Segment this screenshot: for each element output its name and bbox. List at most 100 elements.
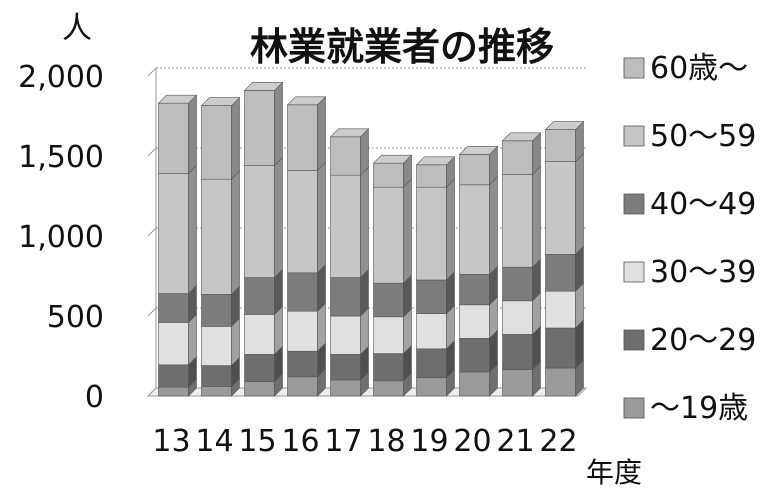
bar-segment xyxy=(545,254,576,292)
bar-segment xyxy=(244,165,275,278)
legend-label: ～19歳 xyxy=(650,391,748,426)
bar-segment xyxy=(459,304,490,339)
legend-label: 30～39 xyxy=(650,255,756,290)
bar-segment xyxy=(287,376,318,397)
bar-segment-side xyxy=(231,96,240,180)
bar-segment xyxy=(545,367,576,397)
bars xyxy=(157,81,585,397)
bar-segment xyxy=(373,380,404,397)
bar-segment xyxy=(416,279,447,314)
bar-segment xyxy=(158,322,189,366)
bar-segment xyxy=(330,354,361,381)
bar-segment xyxy=(158,364,189,388)
bar-top xyxy=(501,132,542,142)
gridline-side xyxy=(147,307,157,317)
bar-segment xyxy=(459,371,490,397)
bar-top xyxy=(372,154,413,164)
bar-segment xyxy=(459,274,490,306)
bar-segment xyxy=(330,379,361,397)
bar-segment-side xyxy=(188,313,197,366)
bar-top xyxy=(415,156,456,166)
bar-segment xyxy=(287,272,318,312)
legend-label: 50～59 xyxy=(650,119,756,154)
bar-segment-side xyxy=(360,166,369,279)
x-tick-label: 18 xyxy=(367,424,405,459)
x-tick-label: 20 xyxy=(453,424,491,459)
bar-segment xyxy=(416,348,447,378)
bar-stack-14 xyxy=(200,96,241,397)
y-tick-label: 2,000 xyxy=(18,60,104,95)
y-tick-label: 500 xyxy=(47,300,104,335)
legend-item: 20～29 xyxy=(623,323,756,358)
bar-segment xyxy=(502,266,533,302)
bar-segment xyxy=(416,313,447,350)
x-tick-label: 19 xyxy=(410,424,448,459)
legend-swatch xyxy=(623,125,645,147)
bar-segment xyxy=(373,316,404,354)
bar-segment-side xyxy=(231,170,240,296)
bar-segment xyxy=(545,129,576,162)
y-axis-label: 人 xyxy=(62,11,92,46)
legend-item: 50～59 xyxy=(623,119,756,154)
bar-segment xyxy=(330,277,361,317)
gridline-side xyxy=(147,227,157,237)
bar-segment-side xyxy=(446,178,455,281)
bar-segment-side xyxy=(403,178,412,284)
bar-segment xyxy=(201,105,232,180)
y-tick-label: 1,000 xyxy=(18,220,104,255)
y-tick-label: 0 xyxy=(85,380,104,415)
bar-segment xyxy=(330,174,361,278)
bar-stack-17 xyxy=(329,128,370,397)
bar-top xyxy=(286,96,327,106)
legend-item: 60歳～ xyxy=(623,51,748,86)
x-axis-label: 年度 xyxy=(586,456,642,489)
bar-segment xyxy=(330,315,361,355)
y-axis: 0 500 1,000 1,500 2,000 xyxy=(18,60,104,415)
bar-segment xyxy=(459,184,490,275)
legend-label: 20～29 xyxy=(650,323,756,358)
gridline-side xyxy=(147,67,157,77)
bar-segment xyxy=(416,377,447,397)
bar-segment-side xyxy=(274,81,283,167)
bar-segment xyxy=(287,350,318,378)
bar-segment-side xyxy=(317,161,326,274)
bar-segment xyxy=(287,170,318,274)
bar-segment xyxy=(459,154,490,186)
bar-segment xyxy=(201,178,232,295)
bar-segment xyxy=(244,277,275,315)
bar-stack-15 xyxy=(243,81,284,397)
legend-swatch xyxy=(623,397,645,419)
bar-segment xyxy=(502,140,533,175)
bar-segment xyxy=(244,90,275,166)
legend-item: 30～39 xyxy=(623,255,756,290)
gridline-side xyxy=(147,147,157,157)
legend-swatch xyxy=(623,193,645,215)
bar-segment xyxy=(201,386,232,397)
bar-stack-21 xyxy=(501,132,542,397)
bar-segment-side xyxy=(188,94,197,175)
bar-segment-side xyxy=(575,152,584,256)
bar-segment xyxy=(244,381,275,397)
bar-segment xyxy=(502,300,533,335)
legend-swatch xyxy=(623,329,645,351)
bar-stack-18 xyxy=(372,154,413,397)
bar-segment xyxy=(158,173,189,294)
bar-top xyxy=(544,121,585,130)
bar-segment xyxy=(459,338,490,373)
bar-top xyxy=(200,97,241,106)
bar-top xyxy=(458,146,499,155)
bar-segment xyxy=(373,162,404,188)
bar-segment-side xyxy=(317,96,326,172)
bar-segment xyxy=(545,161,576,255)
bar-top xyxy=(329,128,370,138)
bar-segment xyxy=(330,136,361,176)
x-tick-label: 21 xyxy=(496,424,534,459)
bar-top xyxy=(157,94,198,104)
bar-top xyxy=(243,82,284,91)
bar-segment xyxy=(373,353,404,382)
bar-stack-19 xyxy=(415,156,456,397)
bar-segment-side xyxy=(274,156,283,279)
legend: 60歳～ 50～59 40～49 30～39 20～29 ～19歳 xyxy=(623,51,756,426)
